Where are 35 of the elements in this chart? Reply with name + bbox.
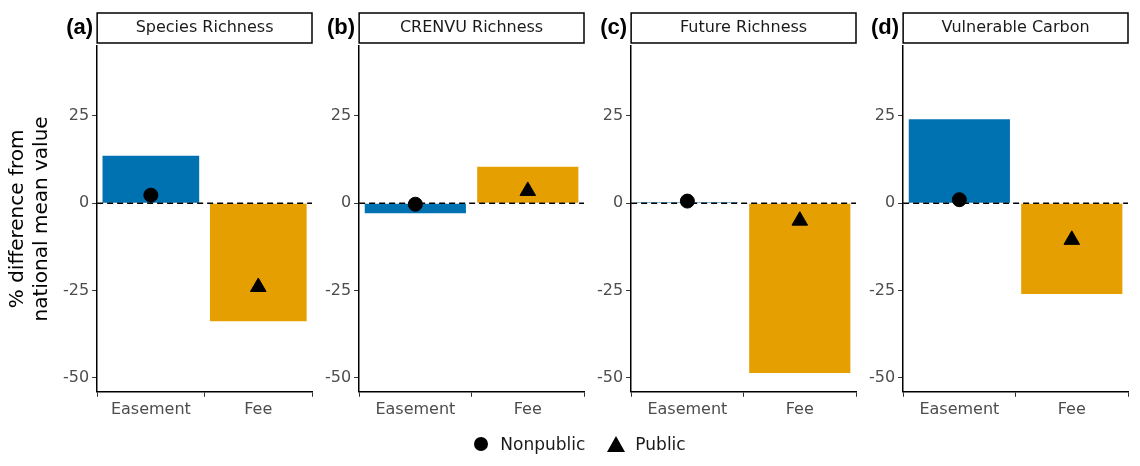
x-tick-label: Fee bbox=[1057, 398, 1086, 418]
y-tick-label: 0 bbox=[340, 192, 352, 212]
y-tick-label: 0 bbox=[78, 192, 90, 212]
chart-title: CRENVU Richness bbox=[399, 17, 544, 37]
y-tick-label: 25 bbox=[330, 105, 352, 125]
chart-title: Future Richness bbox=[679, 17, 808, 37]
y-tick-label: 0 bbox=[884, 192, 896, 212]
x-tick-label: Fee bbox=[244, 398, 273, 418]
y-tick-label: -50 bbox=[62, 366, 90, 386]
y-tick-label: -25 bbox=[596, 279, 624, 299]
y-tick-label: 25 bbox=[874, 105, 896, 125]
y-tick-label: 0 bbox=[612, 192, 624, 212]
x-tick-label: Easement bbox=[110, 398, 191, 418]
y-tick-label: -25 bbox=[868, 279, 896, 299]
legend-label: Public bbox=[635, 434, 686, 454]
y-tick-label: -50 bbox=[596, 366, 624, 386]
chart-title: Species Richness bbox=[135, 17, 274, 37]
x-tick-label: Fee bbox=[513, 398, 542, 418]
text: (c) bbox=[600, 14, 628, 40]
y-tick-label: -25 bbox=[62, 279, 90, 299]
y-tick-label: -50 bbox=[324, 366, 352, 386]
x-tick-label: Fee bbox=[785, 398, 814, 418]
text: (b) bbox=[327, 14, 356, 40]
legend-label: Nonpublic bbox=[500, 434, 586, 454]
y-tick-label: 25 bbox=[68, 105, 90, 125]
text: (a) bbox=[66, 14, 94, 40]
x-tick-label: Easement bbox=[647, 398, 728, 418]
x-tick-label: Easement bbox=[375, 398, 456, 418]
x-tick-label: Easement bbox=[919, 398, 1000, 418]
y-tick-label: -50 bbox=[868, 366, 896, 386]
y-tick-label: 25 bbox=[602, 105, 624, 125]
y-axis-title: % difference from national mean value bbox=[4, 116, 53, 322]
text: (d) bbox=[871, 14, 900, 40]
chart-title: Vulnerable Carbon bbox=[941, 17, 1090, 37]
y-tick-label: -25 bbox=[324, 279, 352, 299]
